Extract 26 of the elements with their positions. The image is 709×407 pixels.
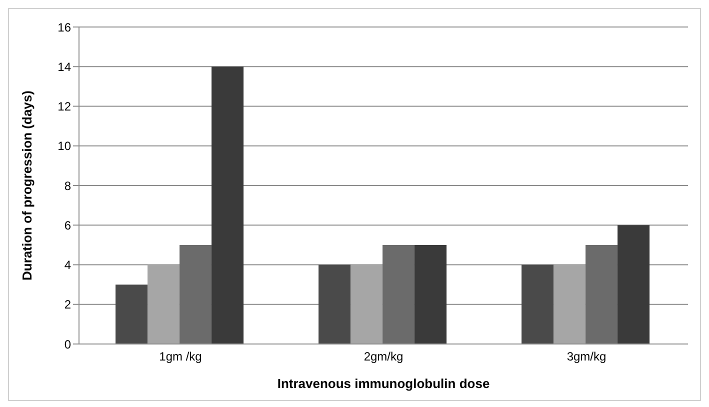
- y-tick-label: 8: [64, 178, 72, 193]
- x-tick-label: 3gm/kg: [566, 350, 606, 364]
- y-tick-label: 14: [58, 60, 72, 74]
- x-axis-title: Intravenous immunoglobulin dose: [277, 376, 490, 391]
- bar: [382, 244, 415, 344]
- bar: [586, 244, 618, 344]
- y-tick-label: 16: [58, 20, 72, 34]
- y-tick-label: 12: [58, 100, 72, 114]
- bar: [522, 264, 554, 344]
- bar: [212, 66, 244, 344]
- y-tick-label: 6: [64, 218, 72, 232]
- bar: [618, 225, 650, 344]
- bar: [350, 264, 383, 344]
- x-tick-label: 1gm /kg: [159, 350, 202, 364]
- y-tick-label: 0: [64, 337, 72, 352]
- bar: [318, 264, 351, 344]
- bar: [414, 244, 447, 344]
- bar: [116, 284, 148, 344]
- y-tick-label: 2: [64, 298, 72, 312]
- bar: [180, 244, 212, 344]
- y-axis-title: Duration of progression (days): [20, 90, 35, 280]
- x-tick-label: 2gm/kg: [364, 350, 404, 364]
- bar: [148, 264, 180, 344]
- y-tick-label: 10: [58, 139, 72, 154]
- bar: [554, 264, 586, 344]
- y-tick-label: 4: [64, 258, 72, 272]
